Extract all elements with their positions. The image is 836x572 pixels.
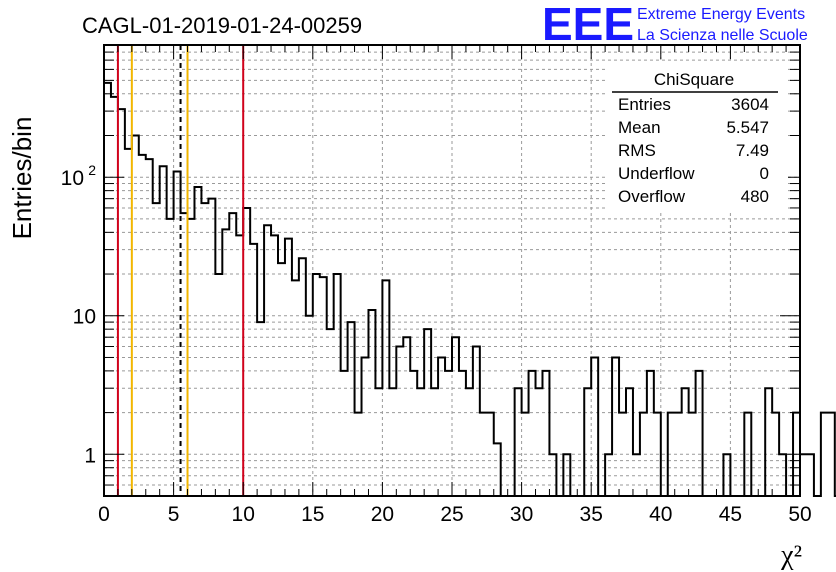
stats-label: Underflow [618,164,695,183]
x-tick-label: 30 [510,503,533,526]
x-tick-label: 50 [788,503,811,526]
eee-logo: EEE [542,0,634,50]
stats-label: Overflow [618,187,686,206]
x-tick-label: 15 [301,503,324,526]
x-axis-label: χ² [780,540,802,571]
stats-box: ChiSquare Entries 3604 Mean 5.547 RMS 7.49 Und… [608,63,788,213]
cut-lines [116,45,245,496]
x-tick-labels: 0 5 10 15 20 25 30 35 40 45 50 [98,503,812,526]
x-tick-label: 25 [440,503,463,526]
y-axis-label: Entries/bin [7,117,37,240]
x-axis-ticks [103,45,801,496]
x-tick-label: 10 [232,503,255,526]
chart-title: CAGL-01-2019-01-24-00259 [82,13,362,38]
x-tick-label: 20 [371,503,394,526]
stats-value: 7.49 [736,141,769,160]
stats-value: 5.547 [726,118,769,137]
stats-label: Entries [618,95,671,114]
x-tick-label: 40 [649,503,672,526]
x-tick-label: 35 [580,503,603,526]
y-tick-exponent: 2 [88,162,96,178]
stats-value: 0 [760,164,769,183]
x-tick-label: 45 [719,503,742,526]
y-tick-label: 10 [73,306,96,329]
y-tick-label: 1 [84,444,96,467]
logo-line2: La Scienza nelle Scuole [637,27,808,44]
x-tick-label: 0 [98,503,110,526]
stats-value: 480 [741,187,769,206]
logo-line1: Extreme Energy Events [637,6,805,23]
x-tick-label: 5 [168,503,180,526]
stats-value: 3604 [731,95,769,114]
stats-title: ChiSquare [654,70,734,89]
stats-label: Mean [618,118,661,137]
y-tick-label: 10 [61,167,84,190]
stats-label: RMS [618,141,656,160]
